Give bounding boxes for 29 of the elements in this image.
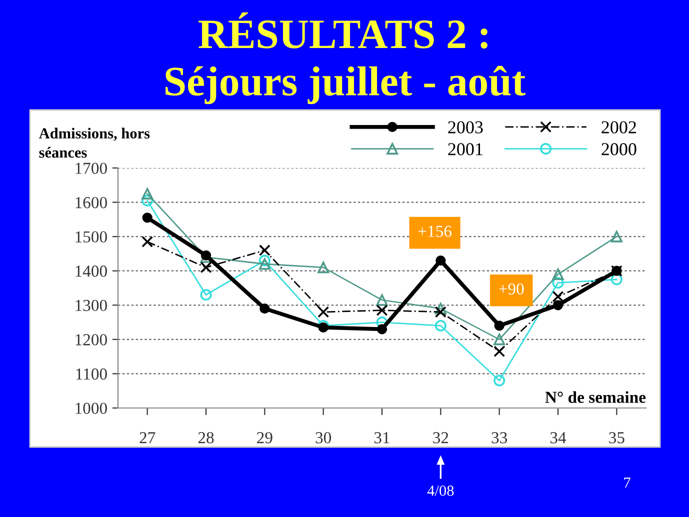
y-tick-label: 1700: [76, 162, 107, 174]
y-tick-label: 1600: [76, 196, 107, 208]
x-tick-label: 29: [257, 432, 272, 444]
annotation: +90: [499, 283, 524, 295]
y-tick-label: 1000: [76, 402, 107, 414]
x-tick-label: 32: [433, 432, 448, 444]
x-tick-label: 27: [140, 432, 156, 444]
legend-label: 2002: [602, 121, 636, 134]
text: 4/08: [427, 486, 454, 496]
y-tick-label: 1500: [76, 231, 107, 243]
x-tick-label: 31: [374, 432, 390, 444]
x-axis-title: N° de semaine: [545, 391, 646, 403]
legend-label: 2001: [448, 143, 482, 156]
y-tick-label: 1300: [76, 300, 107, 312]
chart-subtitle: Séjours juillet - août: [166, 66, 526, 104]
x-tick-label: 30: [316, 432, 332, 444]
x-tick-label: 33: [492, 432, 508, 444]
y-tick-label: 1200: [76, 334, 107, 346]
text: 7: [624, 478, 630, 488]
legend-label: 2003: [448, 121, 483, 134]
y-tick-label: 1400: [76, 266, 107, 277]
y-tick-label: 1100: [76, 368, 107, 380]
x-tick-label: 35: [609, 432, 624, 444]
x-tick-label: 28: [198, 432, 214, 444]
annotation: +156: [418, 226, 452, 237]
legend-label: 2000: [602, 143, 636, 156]
x-tick-label: 34: [550, 432, 566, 444]
chart-title: RÉSULTATS 2 :: [198, 12, 488, 49]
y-axis-title: Admissions, hors séances: [38, 128, 150, 158]
